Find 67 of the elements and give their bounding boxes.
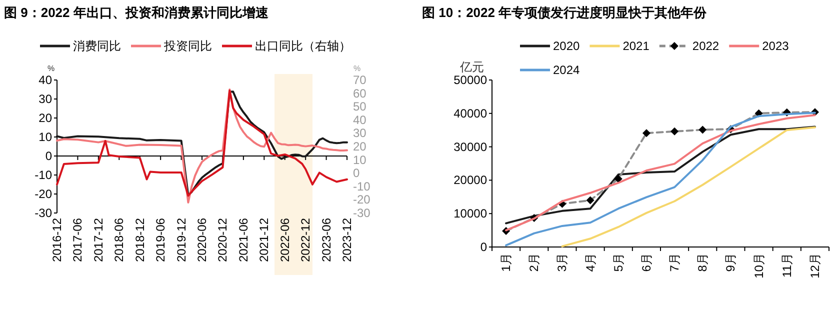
x-tick-label: 2019-06 xyxy=(154,218,168,262)
x-tick-label: 2017-12 xyxy=(91,218,106,262)
x-tick-label: 11月 xyxy=(780,253,794,278)
x-tick-label: 5月 xyxy=(611,253,626,272)
y2-tick-label: 30 xyxy=(353,126,367,140)
y2-tick-label: 70 xyxy=(353,73,367,87)
x-tick-label: 2022-06 xyxy=(278,218,292,262)
x-tick-label: 7月 xyxy=(668,253,682,272)
legend-label: 2022 xyxy=(692,39,720,53)
y2-tick-label: 60 xyxy=(353,86,367,100)
line-series xyxy=(561,126,816,248)
y2-tick-label: -10 xyxy=(353,179,371,194)
legend-label: 出口同比（右轴） xyxy=(255,39,351,53)
x-tick-label: 2021-06 xyxy=(236,218,250,262)
y2-tick-label: 20 xyxy=(353,140,367,154)
x-tick-label: 2020-06 xyxy=(195,218,209,262)
x-tick-label: 3月 xyxy=(555,253,570,272)
y2-tick-label: 10 xyxy=(353,152,367,167)
x-tick-label: 2018-06 xyxy=(112,218,126,262)
x-tick-label: 4月 xyxy=(583,253,598,272)
y2-tick-label: -30 xyxy=(353,206,371,220)
legend-label: 2020 xyxy=(553,39,580,53)
x-tick-label: 2023-12 xyxy=(340,218,354,262)
y-tick-label: 0 xyxy=(45,149,52,163)
y2-tick-label: 0 xyxy=(353,166,360,180)
x-tick-label: 2023-06 xyxy=(319,218,334,262)
x-tick-label: 2020-12 xyxy=(216,218,230,262)
y2-tick-label: 40 xyxy=(353,112,367,127)
y-tick-label: -10 xyxy=(34,168,52,182)
y-tick-label: 40000 xyxy=(454,106,488,120)
legend-label: 2024 xyxy=(553,63,580,77)
y-axis-title: 亿元 xyxy=(459,60,484,74)
x-tick-label: 9月 xyxy=(724,253,738,272)
y-tick-label: 50000 xyxy=(454,73,488,87)
y-tick-label: -30 xyxy=(34,206,52,220)
y-tick-label: 20 xyxy=(38,111,52,125)
y2-tick-label: 50 xyxy=(353,100,367,114)
x-tick-label: 6月 xyxy=(639,253,654,272)
y2-tick-label: -20 xyxy=(353,192,371,207)
y2-axis-title: % xyxy=(353,64,361,73)
x-tick-label: 2016-12 xyxy=(50,218,64,262)
chart-title: 图 9：2022 年出口、投资和消费累计同比增速 xyxy=(4,5,270,20)
legend-label: 投资同比 xyxy=(163,39,212,53)
x-tick-label: 10月 xyxy=(752,253,766,278)
legend-label: 2021 xyxy=(622,39,650,53)
x-tick-label: 2018-12 xyxy=(132,218,147,262)
legend-label: 2023 xyxy=(762,39,790,53)
y-tick-label: -20 xyxy=(34,187,52,201)
x-tick-label: 2022-12 xyxy=(298,218,313,262)
y-tick-label: 30000 xyxy=(454,140,488,154)
x-tick-label: 1月 xyxy=(499,253,514,272)
x-tick-label: 2021-12 xyxy=(257,218,272,262)
line-series xyxy=(505,126,816,224)
y-tick-label: 10 xyxy=(38,130,52,144)
y-tick-label: 40 xyxy=(38,73,52,87)
x-tick-label: 8月 xyxy=(696,253,710,272)
legend-label: 消费同比 xyxy=(73,39,121,53)
y-tick-label: 30 xyxy=(38,92,52,106)
x-tick-label: 2017-06 xyxy=(70,218,85,262)
x-tick-label: 2019-12 xyxy=(174,218,188,262)
y-tick-label: 10000 xyxy=(454,206,488,221)
x-tick-label: 12月 xyxy=(808,253,822,278)
y-axis-title: % xyxy=(47,64,55,73)
x-tick-label: 2月 xyxy=(527,253,542,272)
y-tick-label: 0 xyxy=(480,240,488,254)
y-tick-label: 20000 xyxy=(454,173,488,188)
chart-title: 图 10：2022 年专项债发行进度明显快于其他年份 xyxy=(422,5,708,20)
